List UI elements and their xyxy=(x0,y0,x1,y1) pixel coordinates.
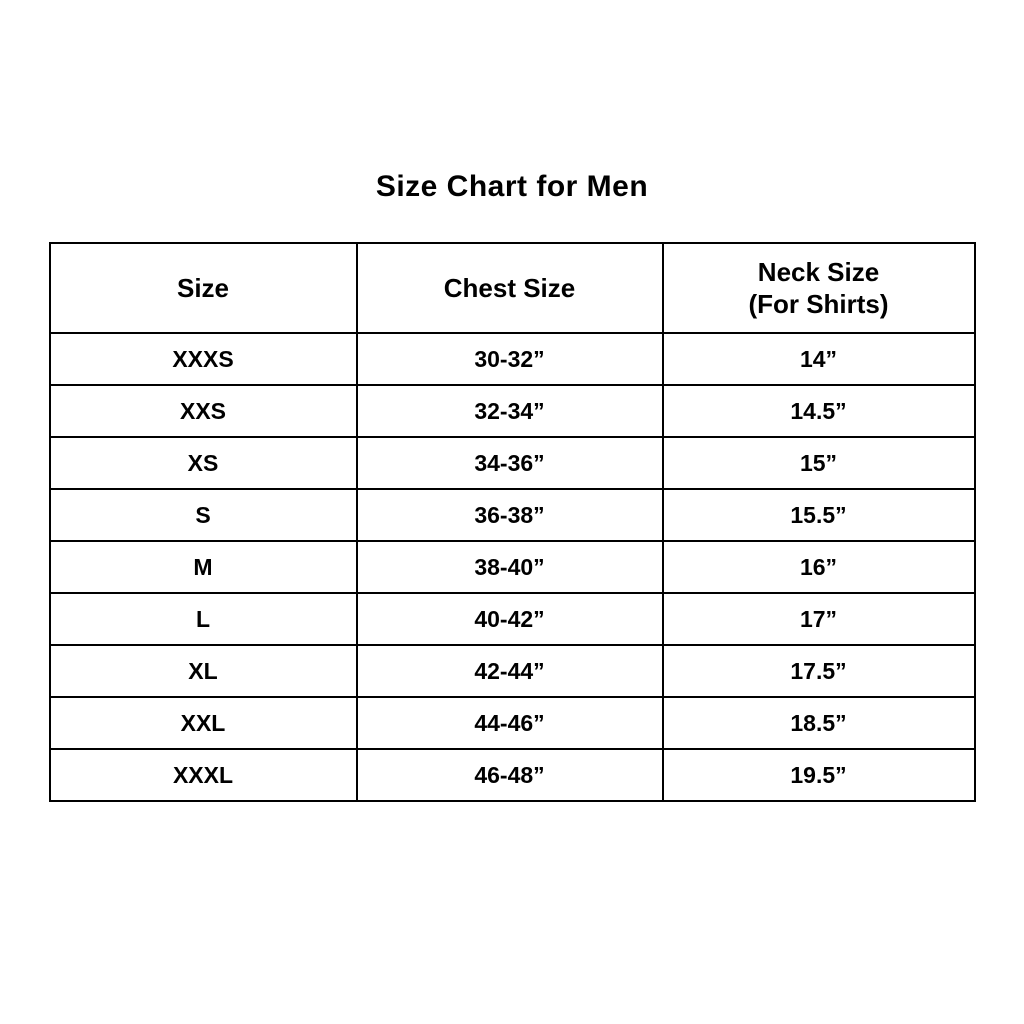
size-cell: XXL xyxy=(48,696,358,750)
size-cell: XL xyxy=(48,644,358,698)
chest-size-cell: 40-42” xyxy=(355,592,664,646)
chest-size-cell: 30-32” xyxy=(355,332,664,386)
neck-size-cell: 15.5” xyxy=(661,488,976,542)
column-header-neck-size: Neck Size (For Shirts) xyxy=(661,242,976,334)
table-row: XXS 32-34” 14.5” xyxy=(48,384,976,438)
size-cell: XXS xyxy=(48,384,358,438)
size-chart-table: Size Chest Size Neck Size (For Shirts) X… xyxy=(48,242,976,802)
neck-size-cell: 15” xyxy=(661,436,976,490)
neck-size-cell: 14.5” xyxy=(661,384,976,438)
size-cell: L xyxy=(48,592,358,646)
neck-size-cell: 19.5” xyxy=(661,748,976,802)
size-cell: XXXS xyxy=(48,332,358,386)
table-header-row: Size Chest Size Neck Size (For Shirts) xyxy=(48,242,976,334)
size-cell: M xyxy=(48,540,358,594)
neck-size-header-line1: Neck Size xyxy=(757,256,880,287)
column-header-size: Size xyxy=(48,242,358,334)
table-row: M 38-40” 16” xyxy=(48,540,976,594)
table-row: XXL 44-46” 18.5” xyxy=(48,696,976,750)
column-header-chest-size: Chest Size xyxy=(355,242,664,334)
neck-size-cell: 16” xyxy=(661,540,976,594)
page-title: Size Chart for Men xyxy=(375,170,649,203)
chest-size-cell: 36-38” xyxy=(355,488,664,542)
neck-size-cell: 17.5” xyxy=(661,644,976,698)
chest-size-cell: 32-34” xyxy=(355,384,664,438)
chest-size-cell: 34-36” xyxy=(355,436,664,490)
size-cell: XXXL xyxy=(48,748,358,802)
table-row: L 40-42” 17” xyxy=(48,592,976,646)
chest-size-cell: 46-48” xyxy=(355,748,664,802)
chest-size-cell: 44-46” xyxy=(355,696,664,750)
chest-size-cell: 38-40” xyxy=(355,540,664,594)
table-row: XXXS 30-32” 14” xyxy=(48,332,976,386)
neck-size-cell: 14” xyxy=(661,332,976,386)
table-row: XL 42-44” 17.5” xyxy=(48,644,976,698)
chest-size-cell: 42-44” xyxy=(355,644,664,698)
neck-size-header-line2: (For Shirts) xyxy=(748,289,889,319)
table-row: S 36-38” 15.5” xyxy=(48,488,976,542)
table-row: XXXL 46-48” 19.5” xyxy=(48,748,976,802)
neck-size-cell: 17” xyxy=(661,592,976,646)
neck-size-cell: 18.5” xyxy=(661,696,976,750)
size-cell: S xyxy=(48,488,358,542)
size-cell: XS xyxy=(48,436,358,490)
table-row: XS 34-36” 15” xyxy=(48,436,976,490)
